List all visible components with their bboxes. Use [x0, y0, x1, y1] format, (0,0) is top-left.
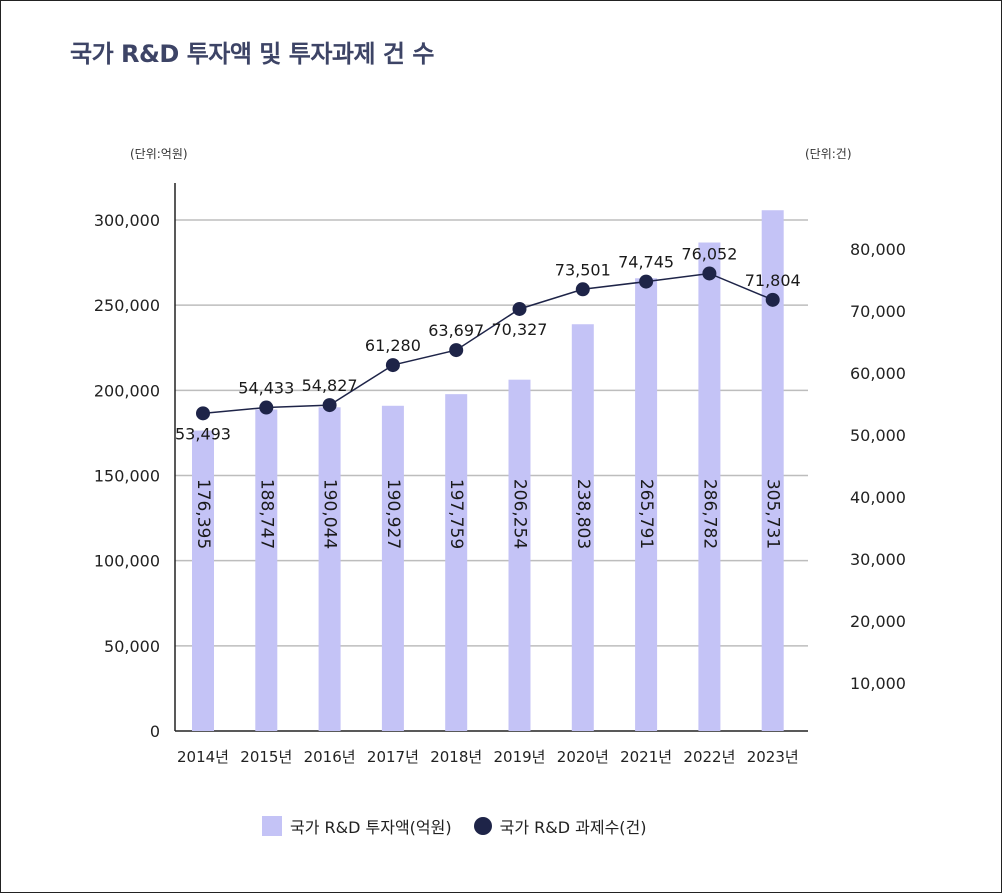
line-point [765, 292, 780, 307]
bar [635, 278, 658, 731]
line-point [449, 343, 464, 358]
bar [255, 409, 278, 731]
line-point [259, 400, 274, 415]
legend-line-label: 국가 R&D 과제수(건) [499, 818, 647, 837]
x-tick-label: 2015년 [240, 748, 292, 766]
x-tick-label: 2020년 [557, 748, 609, 766]
line-point [639, 274, 654, 289]
line-point [322, 398, 337, 413]
right-tick-label: 80,000 [850, 240, 906, 259]
x-tick-label: 2018년 [430, 748, 482, 766]
bar-value-label: 197,759 [446, 479, 466, 549]
right-tick-label: 40,000 [850, 488, 906, 507]
x-tick-label: 2021년 [620, 748, 672, 766]
line-value-label: 63,697 [428, 321, 484, 340]
series-line [202, 272, 773, 415]
x-tick-label: 2019년 [494, 748, 546, 766]
line-point [196, 406, 210, 421]
line-point [512, 301, 527, 316]
bar [381, 405, 404, 731]
left-tick-label: 200,000 [94, 381, 160, 400]
line-point [385, 358, 400, 373]
right-tick-label: 10,000 [850, 674, 906, 693]
bar-value-label: 265,791 [636, 479, 656, 549]
right-unit-label: (단위:건) [805, 147, 852, 161]
line-value-label: 53,493 [175, 424, 231, 443]
line-value-label: 73,501 [555, 260, 611, 279]
x-tick-label: 2017년 [367, 748, 419, 766]
bar [571, 324, 594, 731]
line-value-label: 61,280 [365, 336, 421, 355]
bar [445, 394, 468, 731]
x-tick-label: 2023년 [747, 748, 799, 766]
bar-value-label: 206,254 [510, 479, 530, 549]
line-value-label: 71,804 [745, 271, 801, 290]
left-unit-label: (단위:억원) [130, 147, 188, 161]
right-tick-label: 20,000 [850, 612, 906, 631]
bar-value-label: 238,803 [573, 479, 593, 549]
bar-value-label: 190,044 [320, 479, 340, 549]
left-tick-label: 150,000 [94, 467, 160, 486]
line-value-label: 76,052 [681, 244, 737, 263]
right-tick-label: 60,000 [850, 364, 906, 383]
line-point [575, 282, 590, 297]
bar-value-label: 305,731 [763, 479, 783, 549]
bar [318, 407, 341, 731]
bar-value-label: 286,782 [699, 479, 719, 549]
bar-value-label: 176,395 [193, 479, 213, 549]
line-value-label: 74,745 [618, 253, 674, 272]
line-point [702, 266, 717, 281]
right-tick-label: 70,000 [850, 302, 906, 321]
bar [761, 210, 784, 732]
legend: 국가 R&D 투자액(억원) 국가 R&D 과제수(건) [262, 814, 669, 838]
left-tick-label: 250,000 [94, 296, 160, 315]
left-tick-label: 50,000 [104, 637, 160, 656]
bar [698, 242, 721, 732]
bar-value-label: 188,747 [256, 479, 276, 549]
bar [508, 379, 531, 731]
line-value-label: 54,827 [302, 376, 358, 395]
left-tick-label: 300,000 [94, 211, 160, 230]
right-tick-label: 30,000 [850, 550, 906, 569]
x-tick-label: 2022년 [683, 748, 735, 766]
x-tick-label: 2014년 [177, 748, 229, 766]
legend-bar-swatch [262, 816, 282, 836]
legend-dot-swatch [473, 817, 492, 835]
legend-item-investment: 국가 R&D 투자액(억원) [262, 814, 452, 838]
left-tick-label: 0 [150, 722, 160, 741]
line-value-label: 70,327 [492, 320, 548, 339]
chart-title: 국가 R&D 투자액 및 투자과제 건 수 [70, 40, 434, 68]
bar [192, 430, 214, 731]
bar-value-label: 190,927 [383, 479, 403, 549]
legend-item-projects: 국가 R&D 과제수(건) [473, 814, 647, 838]
line-value-label: 54,433 [238, 379, 294, 398]
right-tick-label: 50,000 [850, 426, 906, 445]
legend-bar-label: 국가 R&D 투자액(억원) [290, 818, 452, 837]
left-tick-label: 100,000 [94, 552, 160, 571]
x-tick-label: 2016년 [304, 748, 356, 766]
